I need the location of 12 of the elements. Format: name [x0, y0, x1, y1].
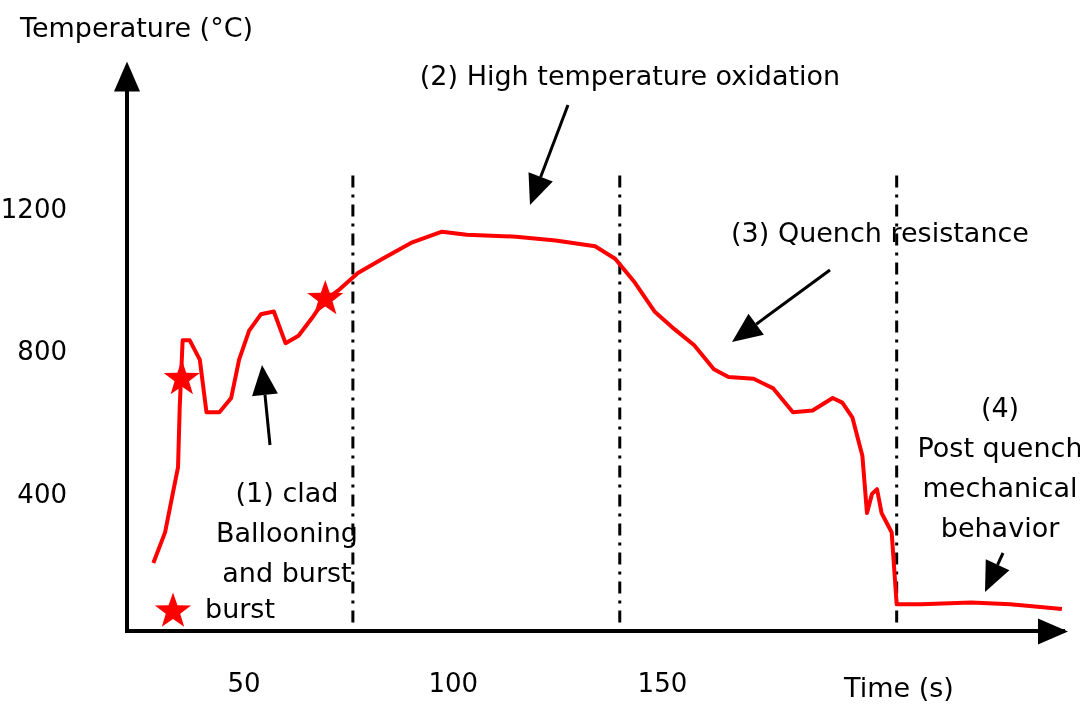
y-tick-label: 1200 — [0, 193, 67, 224]
annotation: (3) Quench resistance — [731, 217, 1029, 249]
legend-label: burst — [205, 593, 276, 625]
annotation: (2) High temperature oxidation — [419, 60, 841, 92]
y-axis-title: Temperature (°C) — [19, 12, 254, 44]
y-tick-label: 400 — [17, 478, 67, 509]
x-axis-title: Time (s) — [843, 672, 954, 704]
x-tick-label: 100 — [428, 667, 479, 698]
x-tick-label: 50 — [227, 667, 261, 698]
x-tick-label: 150 — [637, 667, 688, 698]
annotation: (4) Post quench mechanical behavior — [917, 392, 1080, 544]
y-tick-label: 800 — [17, 336, 67, 367]
